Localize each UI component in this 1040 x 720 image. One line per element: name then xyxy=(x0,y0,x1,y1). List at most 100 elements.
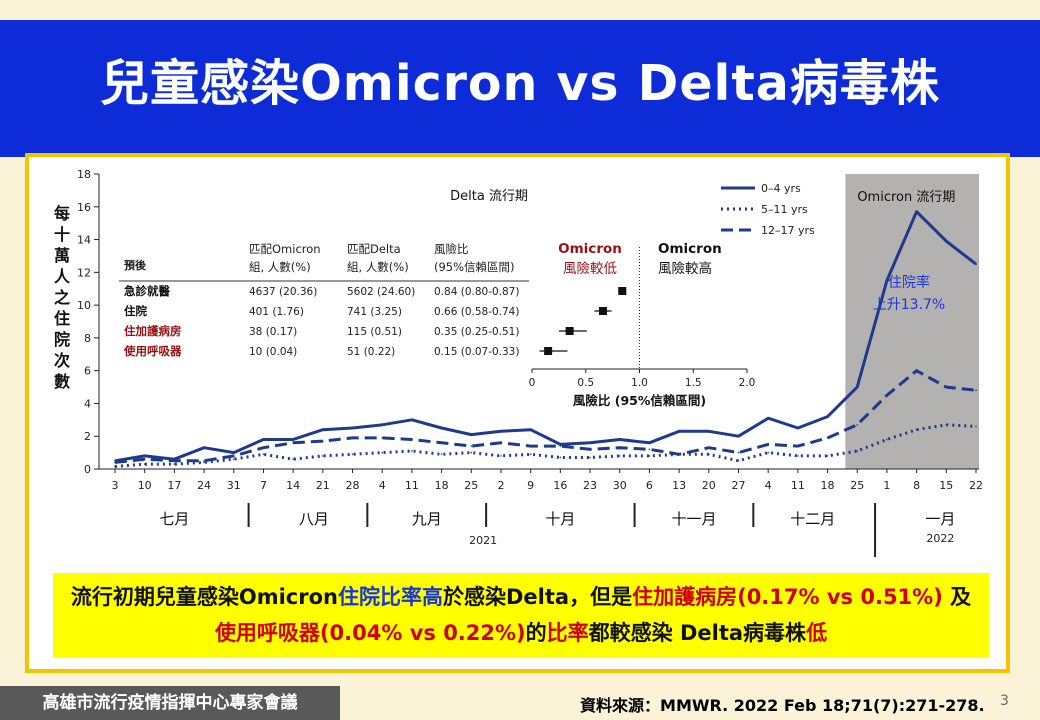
inset-cell: 0.66 (0.58-0.74) xyxy=(434,306,519,318)
footer-organization: 高雄市流行疫情指揮中心專家會議 xyxy=(0,686,340,720)
series-point xyxy=(114,461,116,464)
inset-cell: 0.35 (0.25-0.51) xyxy=(434,326,519,338)
series-point xyxy=(559,445,562,447)
y-tick-label: 8 xyxy=(84,332,91,345)
forest-estimate xyxy=(598,307,607,315)
series-point xyxy=(737,460,740,462)
inset-header: 預後 xyxy=(124,258,147,272)
series-point xyxy=(886,279,888,282)
forest-x-tick-label: 1.5 xyxy=(685,377,702,389)
inset-cell: 51 (0.22) xyxy=(347,346,395,358)
summary-note: 流行初期兒童感染Omicron住院比率高於感染Delta，但是住加護病房(0.1… xyxy=(53,573,989,658)
note-highlight-blue: 住院比率高 xyxy=(338,585,443,609)
series-point xyxy=(826,415,829,418)
series-point xyxy=(559,443,562,446)
note-text: 於感染Delta，但是 xyxy=(443,585,633,609)
inset-header: 風險比 xyxy=(434,242,469,256)
x-tick-label: 27 xyxy=(731,479,745,492)
inset-cell: 38 (0.17) xyxy=(249,326,297,338)
source-citation: MMWR. 2022 Feb 18;71(7):271-278. xyxy=(660,696,985,715)
note-text: 的 xyxy=(525,621,547,645)
series-point xyxy=(678,430,680,433)
series-point xyxy=(856,450,859,452)
x-tick-label: 18 xyxy=(821,479,835,492)
series-point xyxy=(232,451,235,454)
inset-header: 匹配Omicron xyxy=(249,242,321,256)
series-point xyxy=(203,446,205,449)
series-point xyxy=(470,445,473,447)
month-label: 十一月 xyxy=(671,510,716,528)
series-point xyxy=(648,441,651,444)
series-point xyxy=(411,438,413,441)
series-point xyxy=(767,417,769,419)
series-point xyxy=(262,438,265,441)
x-tick-label: 18 xyxy=(435,479,449,492)
series-point xyxy=(292,458,294,460)
series-point xyxy=(411,419,413,421)
month-label: 一月 xyxy=(925,510,955,528)
series-point xyxy=(292,441,294,444)
y-axis-label-char: 次 xyxy=(54,351,70,370)
y-tick-label: 14 xyxy=(77,234,91,247)
series-point xyxy=(143,463,146,465)
inset-header: (95%信賴區間) xyxy=(434,260,515,274)
series-point xyxy=(856,423,859,426)
x-tick-label: 16 xyxy=(553,479,567,492)
forest-x-tick-label: 1.0 xyxy=(631,377,648,389)
series-point xyxy=(856,386,859,388)
series-point xyxy=(797,455,799,457)
annotation-text: 上升13.7% xyxy=(873,297,945,313)
footer-source: 資料來源：MMWR. 2022 Feb 18;71(7):271-278. xyxy=(580,692,985,716)
month-label: 十二月 xyxy=(790,510,835,528)
series-point xyxy=(648,448,651,451)
series-point xyxy=(707,446,710,449)
series-point xyxy=(797,427,799,429)
page-number: 3 xyxy=(1000,693,1009,709)
series-point xyxy=(500,430,502,433)
forest-right-label: 風險較高 xyxy=(658,260,712,277)
series-point xyxy=(529,428,532,431)
x-tick-label: 22 xyxy=(969,479,983,492)
forest-x-tick-label: 2.0 xyxy=(739,377,756,389)
y-axis-label-char: 院 xyxy=(54,330,70,349)
year-label: 2021 xyxy=(469,534,497,547)
series-point xyxy=(203,460,205,462)
series-point xyxy=(707,453,710,456)
x-tick-label: 14 xyxy=(286,479,300,492)
y-tick-label: 4 xyxy=(84,397,91,410)
x-tick-label: 28 xyxy=(346,479,360,492)
inset-cell: 115 (0.51) xyxy=(347,326,402,338)
series-point xyxy=(322,440,324,442)
y-tick-label: 10 xyxy=(77,299,91,312)
series-point xyxy=(381,437,384,439)
y-axis-label-char: 之 xyxy=(54,288,70,307)
series-point xyxy=(915,428,918,431)
month-label: 九月 xyxy=(412,510,442,528)
forest-left-label: 風險較低 xyxy=(563,261,617,277)
series-point xyxy=(203,461,205,464)
series-point xyxy=(173,460,176,462)
x-tick-label: 30 xyxy=(613,479,627,492)
series-point xyxy=(975,389,977,392)
series-point xyxy=(143,455,146,457)
series-point xyxy=(737,435,740,438)
series-point xyxy=(114,465,116,468)
series-point xyxy=(886,394,888,397)
series-point xyxy=(322,455,324,457)
inset-cell: 741 (3.25) xyxy=(347,306,402,318)
series-point xyxy=(500,455,502,457)
inset-header: 匹配Delta xyxy=(347,242,401,256)
series-point xyxy=(440,441,443,444)
x-tick-label: 1 xyxy=(883,479,890,492)
x-tick-label: 21 xyxy=(316,479,330,492)
series-point xyxy=(470,433,473,436)
series-point xyxy=(886,438,888,441)
forest-x-tick-label: 0 xyxy=(529,377,536,389)
inset-cell: 10 (0.04) xyxy=(249,346,297,358)
series-point xyxy=(470,451,473,454)
inset-header: 組, 人數(%) xyxy=(249,260,311,274)
series-point xyxy=(589,441,591,444)
annotation-text: 住院率 xyxy=(888,274,930,291)
series-point xyxy=(767,451,769,454)
y-axis-label-char: 人 xyxy=(54,267,71,286)
